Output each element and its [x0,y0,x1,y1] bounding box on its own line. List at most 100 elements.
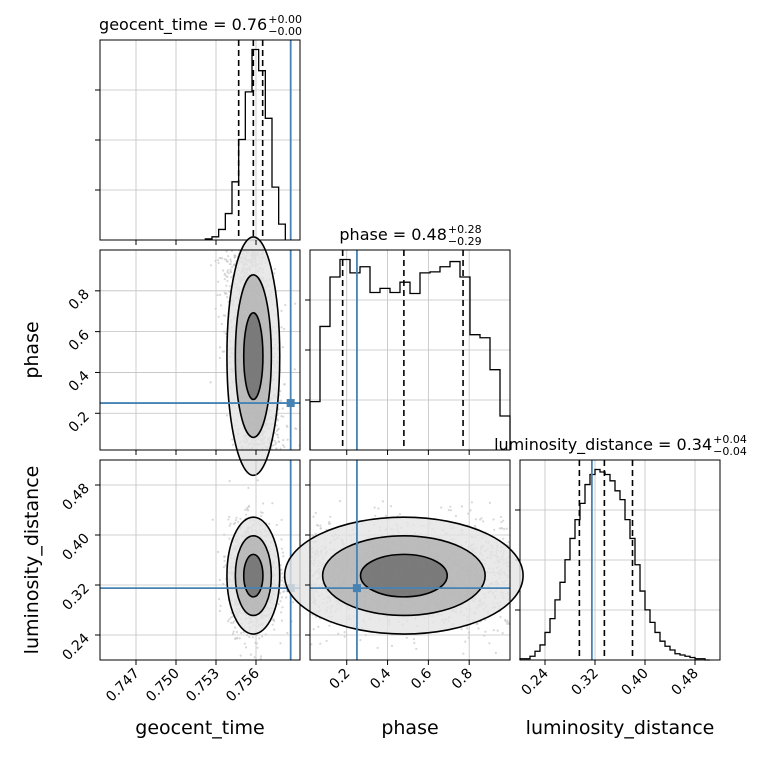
x-tick-label: 0.2 [327,666,354,693]
sample-point [316,524,320,527]
title-main: luminosity_distance = 0.34 [494,435,712,455]
x-tick-label: 0.756 [223,665,263,705]
x-axis-label: phase [381,717,438,739]
x-tick-label: 0.753 [183,666,223,706]
sample-point [231,615,234,618]
sample-point [314,532,317,535]
sample-point [275,523,278,527]
sample-point [474,518,478,521]
sample-point [343,635,346,638]
sample-point [272,444,275,447]
sample-point [218,356,221,360]
sample-point [281,407,284,410]
histogram-luminosity_distance [519,468,710,661]
sample-point [271,623,274,626]
y-axis-label: luminosity_distance [21,466,43,655]
panel-phase-phase [305,249,511,451]
sample-point [228,524,231,527]
contour-level [242,553,264,598]
sample-point [239,517,242,520]
sample-point [281,606,284,609]
sample-point [282,555,285,558]
sample-point [230,621,233,624]
truth-marker [286,399,295,408]
sample-point [229,285,232,288]
sample-point [282,439,285,442]
sample-point [505,527,508,530]
y-tick-label: 0.32 [59,581,92,614]
sample-point [274,443,277,446]
sample-point [499,615,502,619]
panel-border [309,249,511,451]
sample-point [236,637,239,640]
sample-point [226,296,229,299]
sample-point [384,514,387,518]
sample-point [228,479,231,483]
sample-point [223,533,226,536]
sample-point [225,414,228,417]
sample-point [502,537,505,540]
sample-point [314,511,317,515]
panel-geocent_time-geocent_time [95,39,301,241]
sample-point [235,630,239,634]
sample-point [464,640,467,643]
sample-point [228,618,231,621]
sample-point [226,270,229,274]
sample-point [373,506,376,509]
sample-point [223,258,226,261]
sample-point [280,611,283,614]
contour-level [359,553,449,598]
sample-point [460,505,464,508]
sample-point [223,330,226,333]
sample-point [279,390,282,393]
sample-point [390,644,394,648]
sample-point [281,551,284,554]
sample-point [319,642,322,645]
sample-point [277,436,280,439]
sample-point [232,522,235,526]
sample-point [227,255,230,258]
sample-point [239,654,242,657]
sample-point [480,517,483,520]
sample-point [249,653,252,656]
sample-point [477,627,480,630]
sample-point [256,479,259,482]
sample-point [219,304,223,307]
sample-point [227,620,230,623]
truth-marker [352,584,361,593]
sample-point [273,439,276,443]
sample-point [466,627,469,630]
sample-point [219,293,222,296]
sample-point [280,518,283,522]
sample-point [493,528,496,531]
panel-luminosity_distance-phase [283,459,524,661]
sample-point [286,425,289,428]
sample-point [283,590,286,593]
sample-point [271,502,274,505]
histogram-geocent_time [204,48,286,240]
sample-point [273,267,277,271]
sample-point [280,547,283,550]
sample-point [256,646,259,649]
y-tick-label: 0.8 [66,286,93,313]
sample-point [276,433,279,436]
sample-point [253,656,256,659]
sample-point [272,618,275,621]
panel-border [99,39,301,241]
sample-point [216,259,220,262]
sample-point [376,646,379,650]
sample-point [484,630,487,633]
sample-point [228,263,231,266]
sample-point [222,314,225,317]
sample-point [339,500,342,503]
sample-point [217,261,220,265]
sample-point [413,641,416,645]
sample-point [280,568,283,571]
sample-point [246,634,249,637]
sample-point [279,642,282,645]
sample-point [268,522,271,526]
sample-point [273,628,276,631]
title-main: geocent_time = 0.76 [99,15,267,35]
x-tick-label: 0.48 [668,666,701,699]
sample-point [224,564,227,567]
